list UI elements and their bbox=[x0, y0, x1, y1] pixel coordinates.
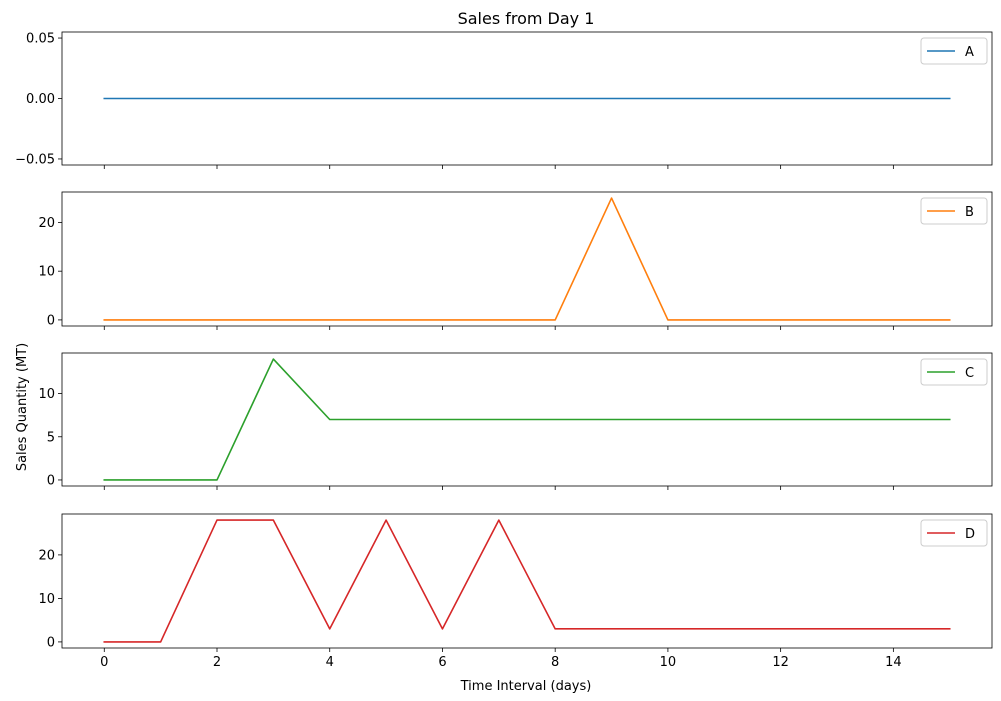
y-tick-label: 0.00 bbox=[26, 92, 55, 107]
legend-label: A bbox=[965, 45, 974, 60]
axes-frame bbox=[61, 191, 993, 327]
y-tick-label: 0 bbox=[47, 635, 55, 650]
y-tick-label: −0.05 bbox=[15, 152, 55, 167]
y-tick-label: 0 bbox=[47, 473, 55, 488]
axes-frame bbox=[61, 513, 993, 649]
x-tick-label: 14 bbox=[885, 655, 902, 670]
x-tick-label: 4 bbox=[326, 655, 334, 670]
legend-A: A bbox=[920, 37, 988, 65]
series-line-D bbox=[103, 519, 951, 643]
subplot-C: 0 5 10 C bbox=[38, 352, 993, 490]
x-tick-label: 8 bbox=[551, 655, 559, 670]
x-tick-label: 6 bbox=[438, 655, 446, 670]
x-tick-label: 12 bbox=[772, 655, 789, 670]
y-tick-label: 10 bbox=[38, 265, 55, 280]
axes-frame bbox=[61, 352, 993, 487]
subplot-B: 0 10 20 B bbox=[38, 191, 993, 330]
x-tick-label: 2 bbox=[213, 655, 221, 670]
y-tick-label: 5 bbox=[47, 430, 55, 445]
legend-label: C bbox=[965, 366, 974, 381]
y-tick-label: 0.05 bbox=[26, 32, 55, 47]
series-line-C bbox=[103, 358, 951, 481]
subplot-stack: −0.05 0.00 0.05 A 0 10 20 B 0 5 10 C 0 10 20 0 2 4 6 8 10 12 1… bbox=[15, 32, 993, 670]
x-tick-label: 0 bbox=[100, 655, 108, 670]
legend-label: D bbox=[965, 527, 975, 542]
subplot-A: −0.05 0.00 0.05 A bbox=[15, 32, 993, 169]
chart-title: Sales from Day 1 bbox=[458, 9, 595, 28]
y-tick-label: 10 bbox=[38, 592, 55, 607]
legend-D: D bbox=[920, 519, 988, 547]
y-tick-label: 10 bbox=[38, 387, 55, 402]
x-tick-label: 10 bbox=[660, 655, 677, 670]
y-tick-label: 0 bbox=[47, 313, 55, 328]
legend-B: B bbox=[920, 197, 988, 225]
y-tick-label: 20 bbox=[38, 548, 55, 563]
legend-label: B bbox=[965, 205, 974, 220]
x-axis-label: Time Interval (days) bbox=[460, 679, 592, 694]
y-tick-label: 20 bbox=[38, 216, 55, 231]
subplot-D: 0 10 20 0 2 4 6 8 10 12 14 D bbox=[38, 513, 993, 670]
series-line-B bbox=[103, 197, 951, 321]
legend-C: C bbox=[920, 358, 988, 386]
y-axis-label: Sales Quantity (MT) bbox=[15, 343, 30, 471]
